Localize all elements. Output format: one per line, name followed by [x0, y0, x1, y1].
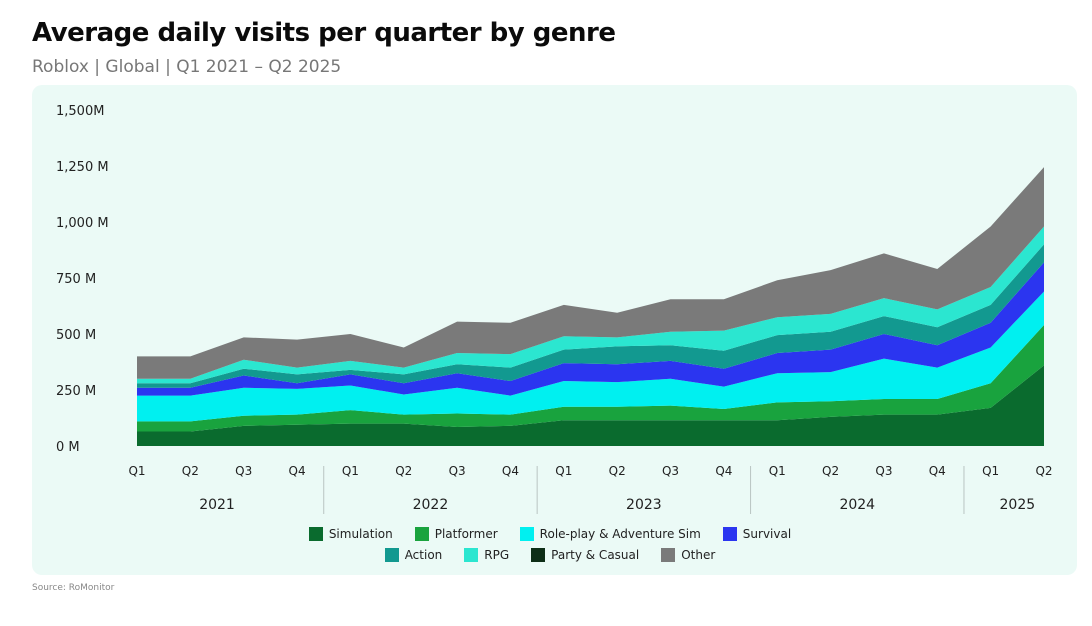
x-tick-label: Q2	[822, 464, 839, 478]
y-tick-label: 0 M	[56, 440, 80, 455]
year-label: 2021	[199, 497, 235, 513]
y-tick-label: 250 M	[56, 384, 96, 399]
legend-swatch-party-casual	[531, 548, 546, 562]
legend-item-survival[interactable]: Survival	[722, 527, 792, 541]
x-tick-label: Q4	[502, 464, 519, 478]
x-tick-label: Q2	[182, 464, 199, 478]
x-tick-label: Q1	[342, 464, 359, 478]
legend-label-platformer: Platformer	[434, 527, 498, 541]
year-label: 2023	[626, 497, 662, 513]
area-simulation	[137, 365, 1044, 446]
source-note: Source: RoMonitor	[32, 583, 115, 593]
area-action	[137, 244, 1044, 388]
x-tick-label: Q4	[289, 464, 306, 478]
legend-row-2: Action RPG Party & Casual Other	[290, 548, 810, 562]
legend-label-survival: Survival	[742, 527, 792, 541]
legend-row-1: Simulation Platformer Role-play & Advent…	[290, 527, 810, 541]
x-tick-label: Q3	[235, 464, 252, 478]
chart-legend: Simulation Platformer Role-play & Advent…	[290, 527, 810, 569]
legend-item-platformer[interactable]: Platformer	[414, 527, 498, 541]
year-label: 2022	[413, 497, 449, 513]
y-tick-label: 750 M	[56, 272, 96, 287]
x-tick-label: Q2	[1035, 464, 1052, 478]
x-tick-label: Q4	[715, 464, 732, 478]
area-other	[137, 167, 1044, 379]
area-rpg	[137, 226, 1044, 384]
legend-item-action[interactable]: Action	[384, 548, 443, 562]
y-tick-label: 1,000 M	[56, 216, 109, 231]
x-tick-label: Q1	[982, 464, 999, 478]
legend-label-rpg: RPG	[484, 548, 510, 562]
x-tick-label: Q3	[449, 464, 466, 478]
legend-label-other: Other	[681, 548, 716, 562]
y-tick-label: 500 M	[56, 328, 96, 343]
x-tick-label: Q1	[128, 464, 145, 478]
x-tick-label: Q3	[662, 464, 679, 478]
legend-swatch-other	[661, 548, 676, 562]
legend-item-simulation[interactable]: Simulation	[308, 527, 393, 541]
legend-swatch-action	[384, 548, 399, 562]
legend-item-other[interactable]: Other	[661, 548, 715, 562]
legend-swatch-rpg	[464, 548, 479, 562]
legend-swatch-platformer	[414, 527, 429, 541]
x-tick-label: Q1	[555, 464, 572, 478]
x-tick-label: Q1	[769, 464, 786, 478]
x-tick-label: Q2	[395, 464, 412, 478]
chart-title: Average daily visits per quarter by genr…	[32, 18, 616, 48]
legend-swatch-roleplay	[519, 527, 534, 541]
legend-item-roleplay[interactable]: Role-play & Adventure Sim	[519, 527, 701, 541]
legend-label-action: Action	[404, 548, 443, 562]
area-survival	[137, 262, 1044, 396]
legend-label-roleplay: Role-play & Adventure Sim	[539, 527, 701, 541]
x-tick-label: Q3	[875, 464, 892, 478]
area-platformer	[137, 325, 1044, 432]
area-role-play-adventure-sim	[137, 291, 1044, 422]
legend-swatch-simulation	[308, 527, 323, 541]
y-tick-label: 1,500M	[56, 104, 104, 119]
legend-swatch-survival	[722, 527, 737, 541]
x-tick-label: Q4	[929, 464, 946, 478]
chart-subtitle: Roblox | Global | Q1 2021 – Q2 2025	[32, 57, 342, 77]
legend-item-rpg[interactable]: RPG	[464, 548, 509, 562]
legend-item-party-casual[interactable]: Party & Casual	[531, 548, 639, 562]
year-label: 2024	[839, 497, 875, 513]
y-tick-label: 1,250 M	[56, 160, 109, 175]
legend-label-simulation: Simulation	[328, 527, 393, 541]
year-label: 2025	[1000, 497, 1036, 513]
x-tick-label: Q2	[609, 464, 626, 478]
legend-label-party-casual: Party & Casual	[551, 548, 640, 562]
